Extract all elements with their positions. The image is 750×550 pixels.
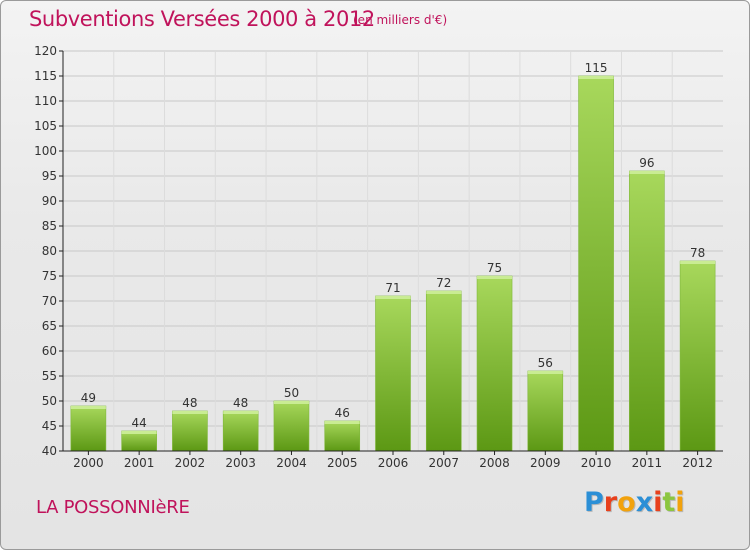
data-label: 48 <box>182 396 197 410</box>
bar <box>375 295 411 452</box>
bar-highlight <box>527 371 563 374</box>
bar-highlight <box>172 411 208 414</box>
y-tick-label: 45 <box>42 419 57 433</box>
bar <box>425 290 462 452</box>
data-label: 56 <box>538 356 553 370</box>
logo-letter: r <box>603 487 618 518</box>
x-tick-label: 2007 <box>428 456 459 470</box>
logo-letter: i <box>653 487 663 518</box>
data-label: 44 <box>132 416 147 430</box>
x-tick-label: 2008 <box>479 456 510 470</box>
y-tick-label: 100 <box>34 144 57 158</box>
y-tick-label: 80 <box>42 244 57 258</box>
axes: 40 45 50 55 60 65 70 75 80 85 90 95 100 105 110 115 120 2… <box>34 44 723 470</box>
bar <box>527 370 564 452</box>
data-label: 75 <box>487 261 502 275</box>
data-label: 46 <box>335 406 350 420</box>
bar <box>679 260 716 452</box>
y-tick-label: 90 <box>42 194 57 208</box>
y-tick-label: 110 <box>34 94 57 108</box>
chart-subtitle: (en milliers d'€) <box>353 13 448 27</box>
bar <box>629 170 665 452</box>
logo-letter: i <box>675 487 685 518</box>
y-tick-label: 115 <box>34 69 57 83</box>
commune-name: LA POSSONNIèRE <box>36 497 190 518</box>
data-label: 96 <box>639 156 654 170</box>
bar-highlight <box>680 261 716 264</box>
bar <box>476 275 513 452</box>
logo-letter: o <box>617 487 636 518</box>
data-label: 72 <box>436 276 451 290</box>
x-tick-label: 2010 <box>581 456 612 470</box>
chart-title: Subventions Versées 2000 à 2012 <box>29 7 375 31</box>
y-tick-label: 55 <box>42 369 57 383</box>
bar-highlight <box>477 276 513 279</box>
bar-highlight <box>70 406 106 409</box>
y-tick-label: 105 <box>34 119 57 133</box>
x-tick-label: 2002 <box>175 456 206 470</box>
x-tick-label: 2011 <box>632 456 663 470</box>
bar-highlight <box>375 296 411 299</box>
bar-highlight <box>426 291 462 294</box>
y-tick-label: 95 <box>42 169 57 183</box>
x-tick-label: 2004 <box>276 456 307 470</box>
proxiti-logo: Proxiti <box>584 487 685 518</box>
y-tick-label: 65 <box>42 319 57 333</box>
bar-highlight <box>578 76 614 79</box>
data-label: 49 <box>81 391 96 405</box>
bar-highlight <box>121 431 157 434</box>
bar-highlight <box>223 411 259 414</box>
logo-letter: P <box>584 487 604 518</box>
y-tick-label: 60 <box>42 344 57 358</box>
bar-highlight <box>324 421 360 424</box>
x-tick-label: 2005 <box>327 456 358 470</box>
y-tick-label: 50 <box>42 394 57 408</box>
y-tick-label: 75 <box>42 269 57 283</box>
bar <box>273 400 310 452</box>
x-tick-label: 2000 <box>73 456 104 470</box>
data-label: 50 <box>284 386 299 400</box>
bar-highlight <box>273 401 309 404</box>
y-tick-label: 40 <box>42 444 57 458</box>
bar <box>324 420 361 452</box>
logo-letter: t <box>662 487 676 518</box>
y-tick-label: 120 <box>34 44 57 58</box>
data-label: 48 <box>233 396 248 410</box>
x-tick-label: 2006 <box>378 456 409 470</box>
data-label: 115 <box>585 61 608 75</box>
data-label: 71 <box>385 281 400 295</box>
bar <box>172 410 208 452</box>
bars: 49 44 48 48 50 46 71 72 75 56 115 96 78 <box>70 61 716 452</box>
bar <box>70 405 107 452</box>
x-tick-label: 2009 <box>530 456 561 470</box>
bar <box>222 410 259 452</box>
data-label: 78 <box>690 246 705 260</box>
y-tick-label: 70 <box>42 294 57 308</box>
y-tick-label: 85 <box>42 219 57 233</box>
bar-highlight <box>629 171 665 174</box>
x-tick-label: 2012 <box>682 456 713 470</box>
logo-letter: x <box>635 487 654 518</box>
x-tick-label: 2003 <box>225 456 256 470</box>
x-tick-label: 2001 <box>124 456 155 470</box>
bar <box>578 75 614 452</box>
